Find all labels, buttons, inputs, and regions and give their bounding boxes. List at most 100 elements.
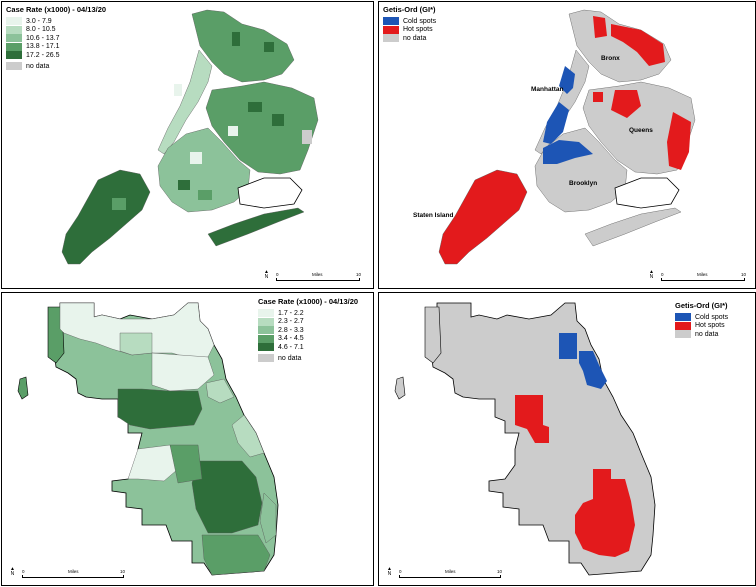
legend-title: Case Rate (x1000) - 04/13/20 <box>258 297 359 306</box>
nyc-getis-ord-legend: Getis-Ord (GI*) Cold spots Hot spots no … <box>383 5 436 43</box>
north-arrow: ▲ N <box>264 270 269 280</box>
legend-label: 4.6 - 7.1 <box>278 343 304 351</box>
legend-item-hot: Hot spots <box>383 25 436 34</box>
north-arrow: ▲ N <box>649 270 654 280</box>
brooklyn-north-cold-spot <box>543 140 593 164</box>
chicago-mid-south <box>169 444 203 484</box>
nyc-queens-area <box>205 81 319 175</box>
scale-unit: Miles <box>68 569 79 574</box>
scale-start: 0 <box>22 569 25 574</box>
manhattan-midtown-cold-spot <box>543 102 569 144</box>
nyc-getis-ord-shapes <box>438 9 696 265</box>
nyc-rockaway-area <box>584 207 682 247</box>
scale-end: 10 <box>497 569 503 574</box>
bronx-hot-spot <box>611 24 665 66</box>
legend-label: Cold spots <box>403 17 437 25</box>
chicago-hot-spot-west <box>515 395 549 443</box>
legend-label: no data <box>26 62 50 70</box>
chicago-hotspot-clusters <box>515 333 635 557</box>
north-arrow-glyph: ▲ <box>649 269 654 275</box>
legend-label: 3.0 - 7.9 <box>26 17 52 25</box>
legend-item-1: 3.0 - 7.9 <box>6 17 106 25</box>
chicago-lakefront <box>231 414 265 458</box>
nyc-jamaica-bay <box>237 177 303 209</box>
queens-small-hot-spot <box>593 92 603 102</box>
legend-item-5: 17.2 - 26.5 <box>6 51 106 59</box>
chicago-west-suburb <box>394 376 406 400</box>
legend-item-4: 13.8 - 17.1 <box>6 42 106 51</box>
scale-bar: 0 Miles 10 <box>661 272 747 282</box>
chicago-southwest <box>127 444 179 482</box>
scale-unit: Miles <box>697 272 708 277</box>
nyc-tract-patches <box>112 32 312 210</box>
legend-label: no data <box>278 354 302 362</box>
legend-item-cold: Cold spots <box>383 17 436 25</box>
scale-unit: Miles <box>312 272 323 277</box>
nyc-bronx-area <box>191 9 295 83</box>
scale-start: 0 <box>399 569 402 574</box>
chicago-west-suburb <box>17 376 29 400</box>
nyc-staten-island-area <box>438 169 528 265</box>
north-arrow: ▲ N <box>10 567 15 577</box>
legend-item-nodata: no data <box>675 330 728 338</box>
scale-line <box>661 278 745 281</box>
scale-end: 10 <box>741 272 747 277</box>
scale-line <box>399 575 501 578</box>
queens-east-hot-spot <box>667 112 691 170</box>
chicago-cold-spot-northwest <box>559 333 577 359</box>
chicago-getis-ord-shapes <box>394 302 656 576</box>
north-arrow-label: N <box>264 274 269 280</box>
chicago-loop <box>205 378 235 404</box>
legend-label: Cold spots <box>695 313 729 321</box>
nyc-jamaica-bay <box>614 177 680 209</box>
legend-title: Getis-Ord (GI*) <box>383 5 436 14</box>
north-arrow-glyph: ▲ <box>264 269 269 275</box>
chicago-case-rate-map: Case Rate (x1000) - 04/13/20 1.7 - 2.2 2… <box>1 292 374 586</box>
place-label-brooklyn: Brooklyn <box>569 180 598 187</box>
legend-item-cold: Cold spots <box>675 313 728 321</box>
chicago-case-rate-legend: Case Rate (x1000) - 04/13/20 1.7 - 2.2 2… <box>258 297 358 363</box>
legend-item-hot: Hot spots <box>675 321 728 330</box>
north-arrow-label: N <box>10 571 15 577</box>
scale-line <box>22 575 124 578</box>
chicago-mid-north <box>151 352 215 392</box>
chicago-far-south <box>201 534 271 576</box>
legend-label: 2.8 - 3.3 <box>278 326 304 334</box>
north-arrow-glyph: ▲ <box>387 566 392 572</box>
legend-label: 3.4 - 4.5 <box>278 335 304 342</box>
legend-label: 13.8 - 17.1 <box>26 43 60 50</box>
legend-item-2: 2.3 - 2.7 <box>258 317 358 326</box>
nyc-getis-ord-map: Getis-Ord (GI*) Cold spots Hot spots no … <box>378 1 756 289</box>
legend-label: 17.2 - 26.5 <box>26 51 60 59</box>
legend-item-5: 4.6 - 7.1 <box>258 343 358 351</box>
nyc-queens-area <box>582 81 696 175</box>
scale-bar: 0 Miles 10 <box>276 272 362 282</box>
legend-label: no data <box>403 34 427 42</box>
legend-item-nodata: no data <box>6 62 106 70</box>
chicago-ohare-area <box>424 306 442 364</box>
north-arrow-glyph: ▲ <box>10 566 15 572</box>
queens-hot-spot <box>611 90 641 118</box>
scale-end: 10 <box>120 569 126 574</box>
nyc-hotspot-clusters <box>543 16 691 170</box>
legend-label: 2.3 - 2.7 <box>278 318 304 325</box>
legend-title: Getis-Ord (GI*) <box>675 301 728 310</box>
chicago-case-rate-shapes <box>17 302 279 576</box>
chicago-hot-spot-south <box>575 469 635 557</box>
legend-label: 8.0 - 10.5 <box>26 26 56 33</box>
bronx-hot-spot-small <box>593 16 607 38</box>
nyc-case-rate-legend: Case Rate (x1000) - 04/13/20 3.0 - 7.9 8… <box>6 5 106 71</box>
legend-item-3: 2.8 - 3.3 <box>258 326 358 334</box>
nyc-staten-island-area <box>61 169 151 265</box>
scale-start: 0 <box>661 272 664 277</box>
legend-item-nodata: no data <box>383 34 436 42</box>
place-label-queens: Queens <box>629 127 653 134</box>
nyc-rockaway-area <box>207 207 305 247</box>
chicago-cold-spot-north <box>579 351 607 389</box>
nyc-case-rate-shapes <box>61 9 319 265</box>
chicago-north-side <box>59 302 215 360</box>
legend-item-3: 10.6 - 13.7 <box>6 34 106 42</box>
legend-label: Hot spots <box>403 26 433 33</box>
scale-bar: 0 Miles 10 <box>22 569 128 579</box>
place-label-staten-island: Staten Island <box>413 212 454 219</box>
